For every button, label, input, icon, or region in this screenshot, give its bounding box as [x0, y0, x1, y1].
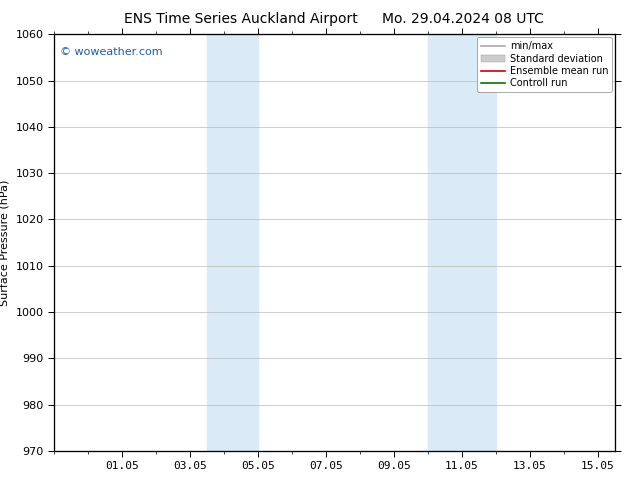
- Y-axis label: Surface Pressure (hPa): Surface Pressure (hPa): [0, 179, 10, 306]
- Bar: [207, 34, 258, 451]
- Text: Mo. 29.04.2024 08 UTC: Mo. 29.04.2024 08 UTC: [382, 12, 544, 26]
- Legend: min/max, Standard deviation, Ensemble mean run, Controll run: min/max, Standard deviation, Ensemble me…: [477, 37, 612, 92]
- Text: © woweather.com: © woweather.com: [60, 47, 162, 57]
- Bar: [428, 34, 496, 451]
- Text: ENS Time Series Auckland Airport: ENS Time Series Auckland Airport: [124, 12, 358, 26]
